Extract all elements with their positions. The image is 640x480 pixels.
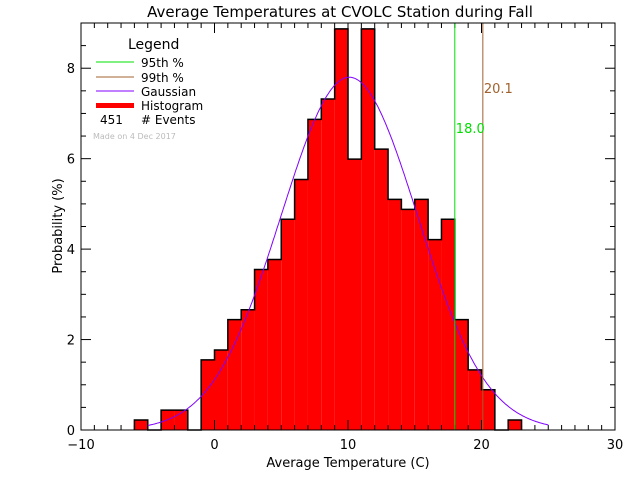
legend: Legend 95th % 99th % Gaussian Histogram … xyxy=(93,37,203,141)
legend-item-gaussian: Gaussian xyxy=(141,85,196,99)
made-on-note: Made on 4 Dec 2017 xyxy=(93,132,176,141)
histogram-bar xyxy=(361,28,375,431)
histogram-bar xyxy=(321,98,335,431)
histogram-bar xyxy=(254,269,268,430)
histogram-bar xyxy=(401,209,415,430)
y-tick-label: 2 xyxy=(67,334,75,349)
histogram-bar xyxy=(134,420,148,430)
histogram-bar xyxy=(294,179,308,430)
histogram-bar xyxy=(214,349,228,430)
histogram-bar xyxy=(428,239,442,430)
histogram-bar xyxy=(454,319,469,430)
histogram-bar xyxy=(307,119,322,430)
histogram-bar xyxy=(267,259,282,430)
y-tick-label: 4 xyxy=(67,243,75,258)
histogram-bar xyxy=(281,219,295,430)
histogram-bar xyxy=(441,219,455,430)
legend-title: Legend xyxy=(128,37,179,53)
percentile-95-label: 18.0 xyxy=(456,122,485,137)
histogram-bar xyxy=(388,199,402,430)
histogram-bar xyxy=(374,149,389,431)
x-tick-label: 10 xyxy=(340,438,357,453)
gaussian-curve xyxy=(147,76,549,426)
y-tick-label: 8 xyxy=(67,62,75,77)
legend-item-histogram: Histogram xyxy=(141,99,203,113)
x-tick-label: −10 xyxy=(67,438,94,453)
x-tick-label: 30 xyxy=(607,438,624,453)
histogram-bar xyxy=(334,28,348,431)
x-tick-label: 20 xyxy=(473,438,490,453)
legend-events-count: 451 xyxy=(100,113,123,127)
histogram-bar xyxy=(227,319,242,430)
plot-frame xyxy=(80,22,616,431)
y-tick-label: 6 xyxy=(67,153,75,168)
x-axis-label: Average Temperature (C) xyxy=(266,456,429,471)
y-axis-label: Probability (%) xyxy=(51,178,66,273)
histogram-bar xyxy=(508,420,522,430)
histogram-bar xyxy=(348,159,362,430)
histogram-bar xyxy=(414,199,429,430)
histogram-bar xyxy=(201,359,215,430)
histogram-bar xyxy=(241,309,255,430)
x-tick-label: 0 xyxy=(210,438,218,453)
histogram-bar xyxy=(481,389,495,430)
legend-item-99: 99th % xyxy=(141,71,184,85)
legend-item-95: 95th % xyxy=(141,56,184,70)
legend-events-label: # Events xyxy=(141,113,196,127)
histogram-bar xyxy=(468,369,482,430)
legend-swatch-histogram xyxy=(96,103,134,108)
chart-title: Average Temperatures at CVOLC Station du… xyxy=(147,3,533,21)
y-tick-label: 0 xyxy=(67,424,75,439)
histogram-outline xyxy=(133,28,523,431)
percentile-99-label: 20.1 xyxy=(484,82,513,97)
